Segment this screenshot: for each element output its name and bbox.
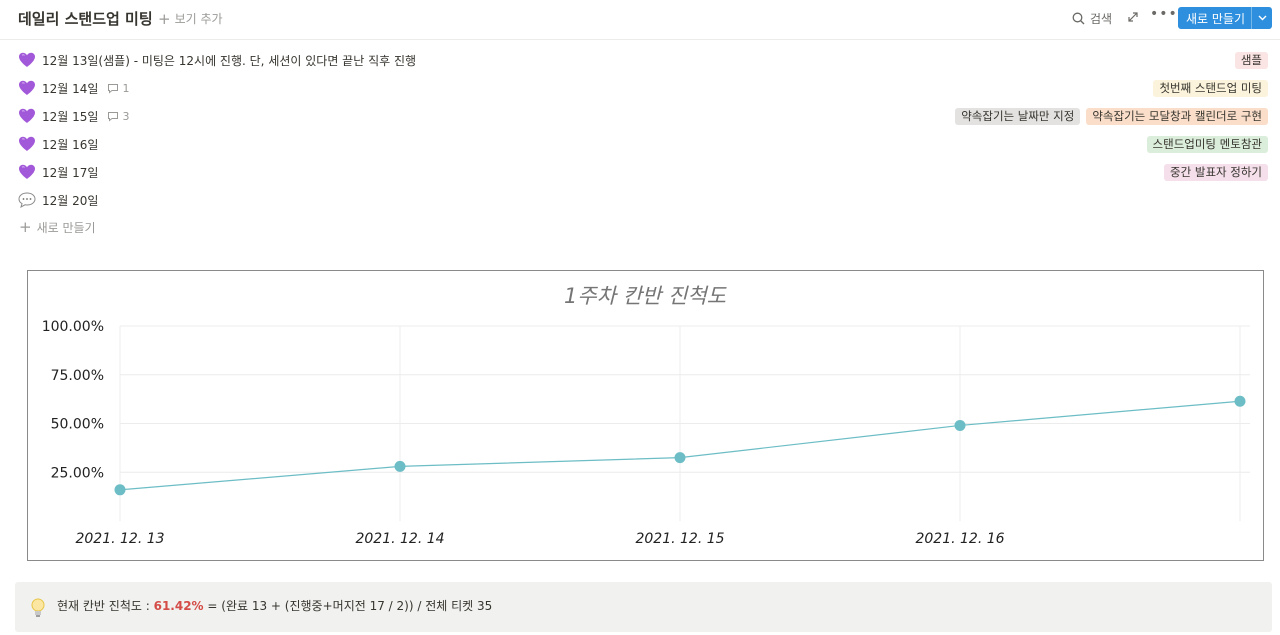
callout-text: 현재 칸반 진척도 : 61.42% = (완료 13 + (진행중+머지전 1… bbox=[57, 597, 492, 614]
list-item[interactable]: 12월 13일(샘플) - 미팅은 12시에 진행. 단, 세션이 있다면 끝난… bbox=[16, 46, 1268, 74]
new-row-label: 새로 만들기 bbox=[36, 220, 96, 235]
row-title: 12월 15일 bbox=[42, 109, 99, 124]
chevron-down-icon[interactable] bbox=[1251, 7, 1272, 29]
data-point bbox=[114, 484, 126, 496]
list-item[interactable]: 12월 17일 중간 발표자 정하기 bbox=[16, 158, 1268, 186]
comment-count-value: 1 bbox=[122, 81, 130, 95]
purple-heart-icon bbox=[16, 78, 38, 98]
search-icon bbox=[1072, 12, 1085, 25]
list-item[interactable]: 12월 16일 스탠드업미팅 멘토참관 bbox=[16, 130, 1268, 158]
tag: 약속잡기는 모달창과 캘린더로 구현 bbox=[1086, 108, 1268, 125]
callout-suffix: = (완료 13 + (진행중+머지전 17 / 2)) / 전체 티켓 35 bbox=[203, 599, 493, 613]
data-point bbox=[1234, 395, 1246, 407]
x-tick-label: 2021. 12. 13 bbox=[75, 531, 164, 547]
purple-heart-icon bbox=[16, 50, 38, 70]
row-title: 12월 17일 bbox=[42, 165, 99, 180]
plus-icon: + bbox=[158, 9, 171, 28]
tag-list: 스탠드업미팅 멘토참관 bbox=[1146, 136, 1268, 153]
tag-list: 샘플 bbox=[1234, 52, 1268, 69]
expand-icon[interactable] bbox=[1126, 9, 1140, 25]
row-title: 12월 14일 bbox=[42, 81, 99, 96]
line-chart: 1주차 칸반 진척도 25.00% 50.00% 75.00% 100.00% 2021… bbox=[42, 284, 1250, 547]
y-tick-label: 75.00% bbox=[51, 368, 104, 384]
row-title: 12월 13일(샘플) - 미팅은 12시에 진행. 단, 세션이 있다면 끝난… bbox=[42, 53, 417, 68]
progress-percent: 61.42% bbox=[153, 599, 204, 613]
meeting-list: 12월 13일(샘플) - 미팅은 12시에 진행. 단, 세션이 있다면 끝난… bbox=[16, 46, 1268, 240]
x-tick-label: 2021. 12. 16 bbox=[915, 531, 1004, 547]
data-point bbox=[954, 419, 966, 431]
x-tick-label: 2021. 12. 14 bbox=[355, 531, 444, 547]
tag: 중간 발표자 정하기 bbox=[1164, 164, 1268, 181]
row-title: 12월 16일 bbox=[42, 137, 99, 152]
search-label: 검색 bbox=[1090, 12, 1113, 26]
tag: 약속잡기는 날짜만 지정 bbox=[955, 108, 1081, 125]
purple-heart-icon bbox=[16, 162, 38, 182]
comment-icon bbox=[108, 111, 119, 122]
add-view-label: 보기 추가 bbox=[174, 12, 223, 26]
data-point bbox=[674, 452, 686, 464]
add-view-button[interactable]: + 보기 추가 bbox=[158, 10, 223, 27]
row-title: 12월 20일 bbox=[42, 193, 99, 208]
more-options-icon[interactable]: ••• bbox=[1150, 6, 1178, 22]
comment-count-value: 3 bbox=[122, 109, 130, 123]
lightbulb-icon bbox=[31, 598, 45, 617]
y-tick-label: 25.00% bbox=[51, 465, 104, 481]
new-row-button[interactable]: + 새로 만들기 bbox=[16, 214, 1268, 240]
list-item[interactable]: 12월 15일 3 약속잡기는 날짜만 지정 약속잡기는 모달창과 캘린더로 구현 bbox=[16, 102, 1268, 130]
comment-count: 3 bbox=[107, 110, 129, 123]
speech-bubble-icon bbox=[16, 190, 38, 210]
page-header: 데일리 스탠드업 미팅 + 보기 추가 검색 ••• 새로 만들기 bbox=[0, 0, 1280, 40]
list-item[interactable]: 12월 20일 bbox=[16, 186, 1268, 214]
comment-count: 1 bbox=[107, 82, 129, 95]
progress-chart: 1주차 칸반 진척도 25.00% 50.00% 75.00% 100.00% 2021… bbox=[27, 270, 1264, 561]
comment-icon bbox=[108, 83, 119, 94]
data-point bbox=[394, 460, 406, 472]
chart-title: 1주차 칸반 진척도 bbox=[564, 284, 728, 308]
tag: 샘플 bbox=[1234, 52, 1268, 69]
new-button[interactable]: 새로 만들기 bbox=[1178, 7, 1273, 29]
tag-list: 약속잡기는 날짜만 지정 약속잡기는 모달창과 캘린더로 구현 bbox=[955, 108, 1268, 125]
callout-prefix: 현재 칸반 진척도 : bbox=[57, 599, 154, 613]
new-button-label: 새로 만들기 bbox=[1186, 12, 1246, 26]
x-tick-label: 2021. 12. 15 bbox=[635, 531, 724, 547]
tag-list: 중간 발표자 정하기 bbox=[1164, 164, 1268, 181]
search-button[interactable]: 검색 bbox=[1072, 10, 1112, 27]
purple-heart-icon bbox=[16, 106, 38, 126]
page-title: 데일리 스탠드업 미팅 bbox=[18, 10, 153, 28]
tag: 스탠드업미팅 멘토참관 bbox=[1146, 136, 1268, 153]
y-tick-label: 50.00% bbox=[51, 417, 104, 433]
tag-list: 첫번째 스탠드업 미팅 bbox=[1153, 80, 1268, 97]
tag: 첫번째 스탠드업 미팅 bbox=[1153, 80, 1268, 97]
purple-heart-icon bbox=[16, 134, 38, 154]
list-item[interactable]: 12월 14일 1 첫번째 스탠드업 미팅 bbox=[16, 74, 1268, 102]
progress-callout: 현재 칸반 진척도 : 61.42% = (완료 13 + (진행중+머지전 1… bbox=[15, 582, 1272, 632]
plus-icon: + bbox=[19, 218, 32, 236]
y-tick-label: 100.00% bbox=[42, 319, 104, 335]
